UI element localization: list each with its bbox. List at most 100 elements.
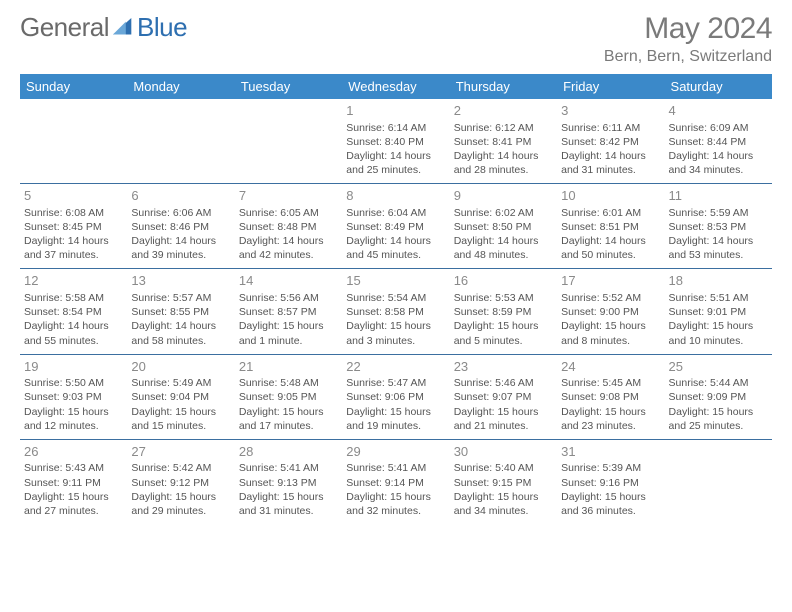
day-number: 31 (561, 443, 660, 461)
sunset-line: Sunset: 8:41 PM (454, 135, 553, 149)
daylight-line: Daylight: 15 hours and 15 minutes. (131, 405, 230, 433)
calendar-day-cell: 18Sunrise: 5:51 AMSunset: 9:01 PMDayligh… (665, 269, 772, 354)
sunset-line: Sunset: 8:49 PM (346, 220, 445, 234)
calendar-day-cell: 7Sunrise: 6:05 AMSunset: 8:48 PMDaylight… (235, 184, 342, 269)
daylight-line: Daylight: 15 hours and 8 minutes. (561, 319, 660, 347)
day-number: 25 (669, 358, 768, 376)
day-number: 28 (239, 443, 338, 461)
sunset-line: Sunset: 9:11 PM (24, 476, 123, 490)
sunset-line: Sunset: 9:06 PM (346, 390, 445, 404)
day-number: 21 (239, 358, 338, 376)
sunset-line: Sunset: 8:53 PM (669, 220, 768, 234)
day-number: 26 (24, 443, 123, 461)
daylight-line: Daylight: 14 hours and 55 minutes. (24, 319, 123, 347)
calendar-table: SundayMondayTuesdayWednesdayThursdayFrid… (20, 74, 772, 524)
daylight-line: Daylight: 14 hours and 25 minutes. (346, 149, 445, 177)
sunset-line: Sunset: 9:01 PM (669, 305, 768, 319)
sunrise-line: Sunrise: 5:56 AM (239, 291, 338, 305)
sunset-line: Sunset: 8:44 PM (669, 135, 768, 149)
calendar-day-cell: 13Sunrise: 5:57 AMSunset: 8:55 PMDayligh… (127, 269, 234, 354)
daylight-line: Daylight: 14 hours and 31 minutes. (561, 149, 660, 177)
sunrise-line: Sunrise: 5:52 AM (561, 291, 660, 305)
sunrise-line: Sunrise: 6:01 AM (561, 206, 660, 220)
daylight-line: Daylight: 15 hours and 34 minutes. (454, 490, 553, 518)
daylight-line: Daylight: 14 hours and 42 minutes. (239, 234, 338, 262)
day-number: 7 (239, 187, 338, 205)
calendar-empty-cell (20, 99, 127, 184)
daylight-line: Daylight: 14 hours and 37 minutes. (24, 234, 123, 262)
calendar-day-cell: 20Sunrise: 5:49 AMSunset: 9:04 PMDayligh… (127, 354, 234, 439)
sunset-line: Sunset: 8:45 PM (24, 220, 123, 234)
sunrise-line: Sunrise: 6:09 AM (669, 121, 768, 135)
calendar-body: 1Sunrise: 6:14 AMSunset: 8:40 PMDaylight… (20, 99, 772, 524)
day-number: 20 (131, 358, 230, 376)
daylight-line: Daylight: 14 hours and 45 minutes. (346, 234, 445, 262)
sunset-line: Sunset: 9:09 PM (669, 390, 768, 404)
daylight-line: Daylight: 15 hours and 3 minutes. (346, 319, 445, 347)
calendar-day-cell: 23Sunrise: 5:46 AMSunset: 9:07 PMDayligh… (450, 354, 557, 439)
day-number: 22 (346, 358, 445, 376)
sunset-line: Sunset: 9:05 PM (239, 390, 338, 404)
calendar-day-cell: 9Sunrise: 6:02 AMSunset: 8:50 PMDaylight… (450, 184, 557, 269)
sunset-line: Sunset: 9:08 PM (561, 390, 660, 404)
weekday-header: Monday (127, 74, 234, 99)
daylight-line: Daylight: 15 hours and 1 minute. (239, 319, 338, 347)
daylight-line: Daylight: 14 hours and 34 minutes. (669, 149, 768, 177)
day-number: 15 (346, 272, 445, 290)
sunrise-line: Sunrise: 5:48 AM (239, 376, 338, 390)
brand-word2: Blue (137, 12, 187, 43)
day-number: 14 (239, 272, 338, 290)
sunrise-line: Sunrise: 6:11 AM (561, 121, 660, 135)
calendar-day-cell: 29Sunrise: 5:41 AMSunset: 9:14 PMDayligh… (342, 439, 449, 524)
calendar-empty-cell (235, 99, 342, 184)
calendar-day-cell: 24Sunrise: 5:45 AMSunset: 9:08 PMDayligh… (557, 354, 664, 439)
sunrise-line: Sunrise: 5:45 AM (561, 376, 660, 390)
calendar-day-cell: 21Sunrise: 5:48 AMSunset: 9:05 PMDayligh… (235, 354, 342, 439)
sunset-line: Sunset: 8:50 PM (454, 220, 553, 234)
day-number: 6 (131, 187, 230, 205)
calendar-day-cell: 22Sunrise: 5:47 AMSunset: 9:06 PMDayligh… (342, 354, 449, 439)
daylight-line: Daylight: 15 hours and 21 minutes. (454, 405, 553, 433)
sunrise-line: Sunrise: 6:05 AM (239, 206, 338, 220)
sunset-line: Sunset: 8:51 PM (561, 220, 660, 234)
weekday-header: Sunday (20, 74, 127, 99)
sunset-line: Sunset: 9:13 PM (239, 476, 338, 490)
sunrise-line: Sunrise: 5:54 AM (346, 291, 445, 305)
sunset-line: Sunset: 8:54 PM (24, 305, 123, 319)
sunrise-line: Sunrise: 5:41 AM (239, 461, 338, 475)
sunset-line: Sunset: 9:04 PM (131, 390, 230, 404)
day-number: 30 (454, 443, 553, 461)
sunrise-line: Sunrise: 5:41 AM (346, 461, 445, 475)
calendar-day-cell: 30Sunrise: 5:40 AMSunset: 9:15 PMDayligh… (450, 439, 557, 524)
day-number: 11 (669, 187, 768, 205)
calendar-empty-cell (665, 439, 772, 524)
sunrise-line: Sunrise: 5:43 AM (24, 461, 123, 475)
calendar-day-cell: 12Sunrise: 5:58 AMSunset: 8:54 PMDayligh… (20, 269, 127, 354)
day-number: 24 (561, 358, 660, 376)
sunrise-line: Sunrise: 5:51 AM (669, 291, 768, 305)
sunset-line: Sunset: 8:55 PM (131, 305, 230, 319)
day-number: 16 (454, 272, 553, 290)
sunrise-line: Sunrise: 5:59 AM (669, 206, 768, 220)
daylight-line: Daylight: 15 hours and 29 minutes. (131, 490, 230, 518)
calendar-day-cell: 28Sunrise: 5:41 AMSunset: 9:13 PMDayligh… (235, 439, 342, 524)
calendar-day-cell: 5Sunrise: 6:08 AMSunset: 8:45 PMDaylight… (20, 184, 127, 269)
sunset-line: Sunset: 8:42 PM (561, 135, 660, 149)
calendar-day-cell: 10Sunrise: 6:01 AMSunset: 8:51 PMDayligh… (557, 184, 664, 269)
sunset-line: Sunset: 9:15 PM (454, 476, 553, 490)
sunset-line: Sunset: 8:40 PM (346, 135, 445, 149)
calendar-day-cell: 14Sunrise: 5:56 AMSunset: 8:57 PMDayligh… (235, 269, 342, 354)
sunrise-line: Sunrise: 5:58 AM (24, 291, 123, 305)
daylight-line: Daylight: 15 hours and 25 minutes. (669, 405, 768, 433)
calendar-day-cell: 6Sunrise: 6:06 AMSunset: 8:46 PMDaylight… (127, 184, 234, 269)
calendar-day-cell: 25Sunrise: 5:44 AMSunset: 9:09 PMDayligh… (665, 354, 772, 439)
calendar-day-cell: 15Sunrise: 5:54 AMSunset: 8:58 PMDayligh… (342, 269, 449, 354)
calendar-day-cell: 31Sunrise: 5:39 AMSunset: 9:16 PMDayligh… (557, 439, 664, 524)
brand-word1: General (20, 12, 109, 43)
day-number: 10 (561, 187, 660, 205)
day-number: 4 (669, 102, 768, 120)
daylight-line: Daylight: 15 hours and 5 minutes. (454, 319, 553, 347)
calendar-day-cell: 8Sunrise: 6:04 AMSunset: 8:49 PMDaylight… (342, 184, 449, 269)
daylight-line: Daylight: 15 hours and 27 minutes. (24, 490, 123, 518)
sunset-line: Sunset: 9:14 PM (346, 476, 445, 490)
